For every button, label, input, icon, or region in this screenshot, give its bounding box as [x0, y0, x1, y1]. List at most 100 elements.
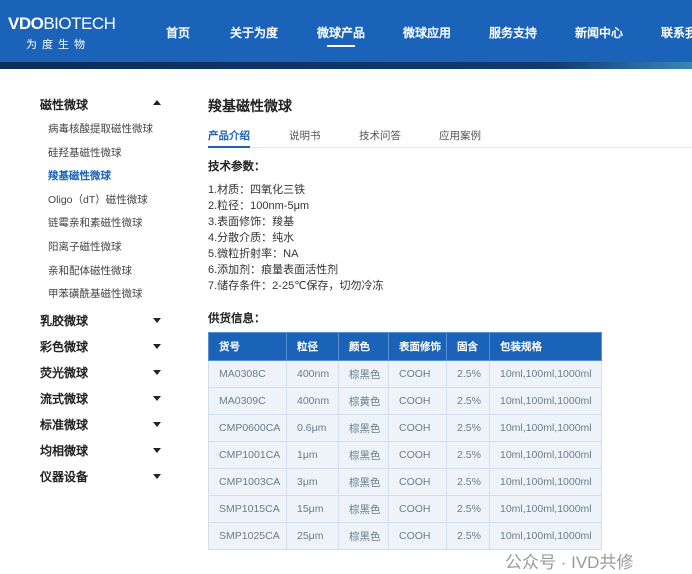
logo-text-bold: VDO [8, 14, 44, 33]
sidebar-group[interactable]: 流式微球 [40, 392, 89, 406]
logo-text-light: BIOTECH [43, 14, 116, 33]
nav-item[interactable]: 联系我 [661, 26, 692, 40]
sidebar-group[interactable]: 均相微球 [40, 444, 89, 458]
sidebar-item[interactable]: 链霉亲和素磁性微球 [48, 217, 143, 230]
watermark: 公众号 · IVD共修 [505, 553, 634, 572]
spec-line: 7.储存条件：2-25℃保存，切勿冷冻 [208, 280, 384, 292]
nav-item[interactable]: 微球产品 [317, 26, 366, 47]
column-header: 货号 [208, 332, 287, 361]
table-cell: 10ml,100ml,1000ml [489, 360, 602, 388]
sidebar-item[interactable]: 病毒核酸提取磁性微球 [48, 123, 153, 135]
nav-item[interactable]: 新闻中心 [575, 26, 624, 40]
caret-down-icon[interactable] [153, 448, 161, 453]
specs-list: 1.材质：四氧化三铁 2.粒径：100nm-5μm 3.表面修饰：羧基 4.分散介质：… [208, 182, 384, 294]
sidebar-group[interactable]: 标准微球 [40, 418, 89, 432]
table-cell: 10ml,100ml,1000ml [489, 387, 602, 415]
caret-down-icon[interactable] [153, 370, 161, 375]
table-cell: COOH [388, 360, 447, 388]
page-title: 羧基磁性微球 [208, 98, 292, 114]
table-cell: 棕黑色 [338, 495, 389, 523]
specs-heading: 技术参数： [208, 161, 266, 173]
table-cell: CMP0600CA [208, 414, 287, 442]
table-cell: COOH [388, 414, 447, 442]
caret-down-icon[interactable] [153, 474, 161, 479]
sidebar-group[interactable]: 仪器设备 [40, 470, 89, 484]
table-cell: 棕黑色 [338, 468, 389, 496]
column-header: 固含 [446, 332, 490, 361]
table-cell: 棕黑色 [338, 360, 389, 388]
table-cell: 1μm [286, 441, 339, 469]
table-cell: COOH [388, 495, 447, 523]
tab[interactable]: 应用案例 [439, 130, 481, 142]
sidebar-item[interactable]: 甲苯磺酰基磁性微球 [48, 288, 143, 301]
spec-line: 5.微粒折射率：NA [208, 248, 299, 260]
table-cell: SMP1025CA [208, 522, 287, 550]
product-tabs: 产品介绍 说明书 技术问答 应用案例 [208, 128, 692, 148]
table-cell: 2.5% [446, 495, 490, 523]
site-header: VDOBIOTECH 为度生物 首页 关于为度 微球产品 微球应用 服务支持 新闻中心 联系… [0, 0, 692, 62]
nav-item[interactable]: 关于为度 [230, 26, 279, 40]
tab[interactable]: 说明书 [289, 130, 321, 142]
table-cell: 2.5% [446, 441, 490, 469]
sidebar-group[interactable]: 磁性微球 [40, 98, 89, 112]
table-cell: 10ml,100ml,1000ml [489, 495, 602, 523]
caret-down-icon[interactable] [153, 318, 161, 323]
table-row: CMP1003CA 3μm 棕黑色 COOH 2.5% 10ml,100ml,1000ml [208, 468, 602, 496]
tab[interactable]: 产品介绍 [208, 128, 250, 148]
sidebar-item[interactable]: 硅羟基磁性微球 [48, 146, 122, 159]
table-cell: 棕黑色 [338, 522, 389, 550]
table-cell: 10ml,100ml,1000ml [489, 441, 602, 469]
caret-down-icon[interactable] [153, 422, 161, 427]
sidebar-item[interactable]: 羧基磁性微球 [48, 170, 111, 183]
logo-cn: 为度生物 [26, 39, 90, 51]
table-cell: MA0309C [208, 387, 287, 415]
table-cell: 2.5% [446, 522, 490, 550]
table-cell: 2.5% [446, 468, 490, 496]
banner-strip [0, 62, 692, 69]
spec-line: 1.材质：四氧化三铁 [208, 184, 306, 196]
table-cell: 10ml,100ml,1000ml [489, 414, 602, 442]
spec-line: 6.添加剂：痕量表面活性剂 [208, 264, 339, 276]
sidebar-item[interactable]: 亲和配体磁性微球 [48, 264, 132, 277]
nav-item[interactable]: 首页 [166, 26, 191, 40]
supply-heading: 供货信息： [208, 313, 266, 325]
table-cell: CMP1001CA [208, 441, 287, 469]
table-row: SMP1025CA 25μm 棕黑色 COOH 2.5% 10ml,100ml,1000m… [208, 522, 602, 550]
nav-item[interactable]: 微球应用 [403, 26, 452, 40]
table-row: CMP1001CA 1μm 棕黑色 COOH 2.5% 10ml,100ml,1000ml [208, 441, 602, 469]
table-cell: SMP1015CA [208, 495, 287, 523]
spec-line: 4.分散介质：纯水 [208, 232, 295, 244]
table-cell: CMP1003CA [208, 468, 287, 496]
table-cell: 400nm [286, 360, 339, 388]
column-header: 颜色 [338, 332, 389, 361]
table-cell: 10ml,100ml,1000ml [489, 522, 602, 550]
spec-line: 3.表面修饰：羧基 [208, 216, 295, 228]
table-cell: 0.6μm [286, 414, 339, 442]
table-row: MA0308C 400nm 棕黑色 COOH 2.5% 10ml,100ml,1000ml [208, 360, 602, 388]
table-cell: 2.5% [446, 387, 490, 415]
table-cell: 3μm [286, 468, 339, 496]
sidebar-group[interactable]: 彩色微球 [40, 340, 89, 354]
table-row: MA0309C 400nm 棕黄色 COOH 2.5% 10ml,100ml,1000ml [208, 387, 602, 415]
spec-line: 2.粒径：100nm-5μm [208, 200, 310, 212]
table-cell: 10ml,100ml,1000ml [489, 468, 602, 496]
sidebar-item[interactable]: 阳离子磁性微球 [48, 241, 122, 253]
table-cell: COOH [388, 522, 447, 550]
caret-down-icon[interactable] [153, 344, 161, 349]
table-cell: COOH [388, 468, 447, 496]
sidebar-item[interactable]: Oligo（dT）磁性微球 [48, 193, 148, 206]
table-row: SMP1015CA 15μm 棕黑色 COOH 2.5% 10ml,100ml,1000m… [208, 495, 602, 523]
table-cell: 400nm [286, 387, 339, 415]
caret-up-icon[interactable] [153, 100, 161, 105]
nav-item[interactable]: 服务支持 [489, 26, 538, 40]
table-cell: 棕黑色 [338, 441, 389, 469]
column-header: 粒径 [286, 332, 339, 361]
caret-down-icon[interactable] [153, 396, 161, 401]
table-row: CMP0600CA 0.6μm 棕黑色 COOH 2.5% 10ml,100ml,1000… [208, 414, 602, 442]
table-cell: 15μm [286, 495, 339, 523]
sidebar-group[interactable]: 荧光微球 [40, 366, 89, 380]
sidebar-group[interactable]: 乳胶微球 [40, 314, 89, 328]
logo[interactable]: VDOBIOTECH 为度生物 [8, 14, 116, 52]
tab[interactable]: 技术问答 [359, 130, 401, 142]
table-cell: 25μm [286, 522, 339, 550]
